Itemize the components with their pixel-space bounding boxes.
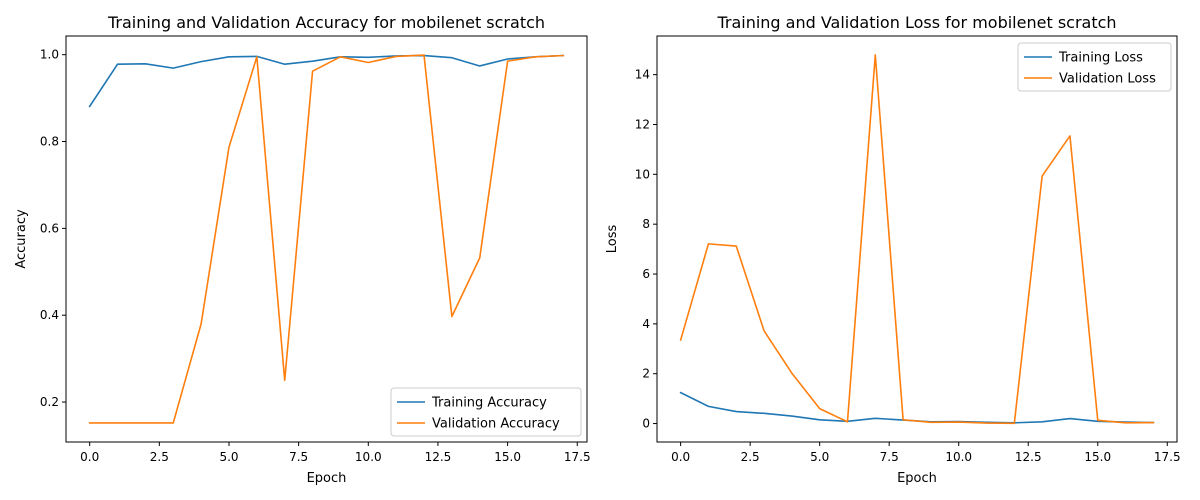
- accuracy-chart-title: Training and Validation Accuracy for mob…: [107, 13, 545, 32]
- training-loss-legend-label: Training Loss: [1058, 51, 1143, 66]
- accuracy-chart-y-tick-label: 0.2: [40, 395, 59, 409]
- loss-chart-y-axis-label: Loss: [605, 225, 620, 254]
- loss-chart-y-tick-label: 2: [642, 367, 650, 381]
- validation-loss-line: [679, 54, 1155, 425]
- accuracy-chart-axes-frame: [65, 35, 588, 443]
- loss-chart-x-tick-label: 15.0: [1084, 450, 1111, 464]
- accuracy-chart: Training and Validation Accuracy for mob…: [14, 13, 591, 486]
- validation-loss-legend-label: Validation Loss: [1059, 72, 1156, 87]
- loss-chart-x-tick-label: 0.0: [671, 450, 690, 464]
- accuracy-chart-legend-box: [390, 387, 582, 437]
- accuracy-chart-legend: Training Accuracy Validation Accuracy: [390, 387, 582, 437]
- training-accuracy-legend-label: Training Accuracy: [431, 396, 547, 411]
- accuracy-chart-x-tick-label: 2.5: [150, 450, 169, 464]
- loss-chart-y-tick-label: 4: [642, 317, 650, 331]
- loss-chart-x-tick-label: 5.0: [810, 450, 829, 464]
- loss-chart-y-tick-label: 8: [642, 217, 650, 231]
- loss-chart-legend-box: [1017, 42, 1172, 92]
- loss-chart-x-tick-label: 7.5: [880, 450, 899, 464]
- loss-chart-y-tick-label: 14: [635, 68, 650, 82]
- loss-chart-x-tick-label: 2.5: [741, 450, 760, 464]
- loss-chart-y-tick-label: 6: [642, 267, 650, 281]
- accuracy-chart-y-tick-label: 0.8: [40, 135, 59, 149]
- loss-chart-axes-frame: [656, 35, 1178, 443]
- loss-chart-legend: Training Loss Validation Loss: [1017, 42, 1172, 92]
- loss-chart-x-tick-label: 10.0: [945, 450, 972, 464]
- loss-chart-x-tick-label: 12.5: [1015, 450, 1042, 464]
- loss-chart: Training and Validation Loss for mobilen…: [605, 13, 1181, 486]
- validation-accuracy-line: [88, 54, 565, 424]
- validation-accuracy-legend-label: Validation Accuracy: [432, 417, 560, 432]
- loss-chart-title: Training and Validation Loss for mobilen…: [716, 13, 1116, 32]
- training-loss-line: [679, 391, 1155, 424]
- accuracy-chart-y-tick-label: 0.6: [40, 221, 59, 235]
- accuracy-chart-y-tick-label: 0.4: [40, 308, 59, 322]
- accuracy-chart-x-axis-label: Epoch: [307, 471, 347, 486]
- accuracy-chart-x-tick-label: 15.0: [494, 450, 521, 464]
- accuracy-chart-y-axis-label: Accuracy: [14, 209, 29, 269]
- accuracy-chart-x-tick-label: 7.5: [289, 450, 308, 464]
- loss-chart-x-axis-label: Epoch: [897, 471, 937, 486]
- accuracy-chart-x-tick-label: 12.5: [425, 450, 452, 464]
- accuracy-chart-x-tick-label: 10.0: [355, 450, 382, 464]
- loss-chart-y-tick-label: 10: [635, 167, 650, 181]
- accuracy-chart-x-tick-label: 0.0: [80, 450, 99, 464]
- accuracy-chart-x-tick-label: 5.0: [219, 450, 238, 464]
- accuracy-chart-y-tick-label: 1.0: [40, 48, 59, 62]
- loss-chart-x-tick-label: 17.5: [1154, 450, 1181, 464]
- loss-chart-y-tick-label: 12: [635, 117, 650, 131]
- loss-chart-y-tick-label: 0: [642, 417, 650, 431]
- training-accuracy-line: [88, 54, 565, 108]
- accuracy-chart-x-tick-label: 17.5: [564, 450, 591, 464]
